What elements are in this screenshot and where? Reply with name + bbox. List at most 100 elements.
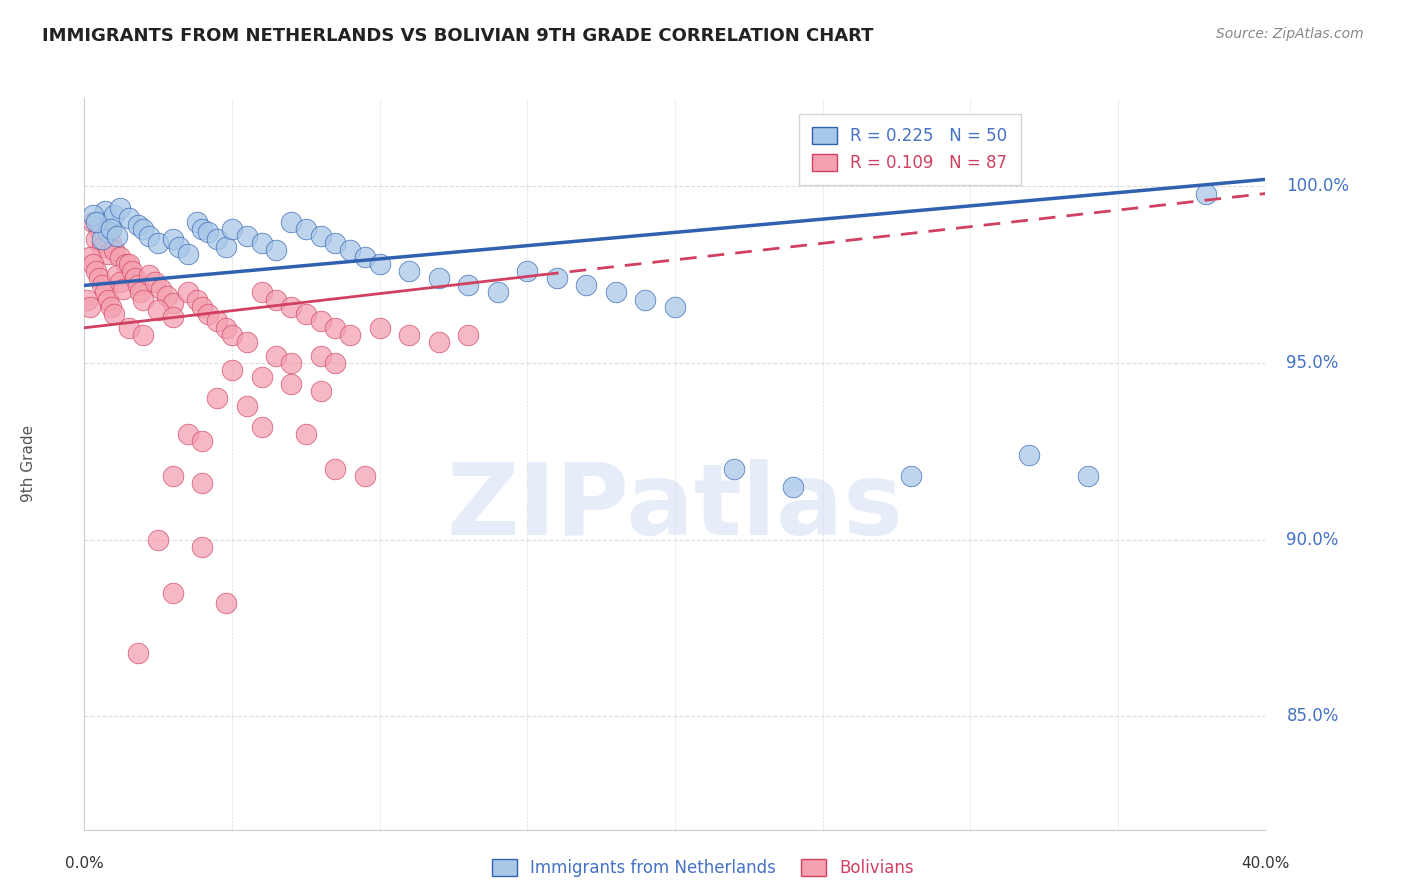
Point bbox=[79, 300, 101, 314]
Point bbox=[235, 334, 259, 349]
Point bbox=[250, 235, 273, 250]
Point bbox=[84, 264, 107, 278]
Point bbox=[354, 250, 377, 264]
Point bbox=[127, 219, 149, 233]
Point bbox=[368, 257, 391, 271]
Point bbox=[177, 246, 200, 260]
Point bbox=[191, 222, 214, 236]
Legend: Immigrants from Netherlands, Bolivians: Immigrants from Netherlands, Bolivians bbox=[485, 852, 921, 884]
Text: 40.0%: 40.0% bbox=[1241, 856, 1289, 871]
Point bbox=[280, 215, 302, 229]
Point bbox=[148, 235, 170, 250]
Point bbox=[105, 268, 128, 282]
Point bbox=[108, 250, 131, 264]
Text: IMMIGRANTS FROM NETHERLANDS VS BOLIVIAN 9TH GRADE CORRELATION CHART: IMMIGRANTS FROM NETHERLANDS VS BOLIVIAN … bbox=[42, 27, 873, 45]
Text: 100.0%: 100.0% bbox=[1286, 178, 1350, 195]
Point bbox=[129, 285, 152, 300]
Point bbox=[295, 426, 318, 441]
Point bbox=[177, 285, 200, 300]
Point bbox=[264, 349, 288, 363]
Point bbox=[167, 239, 190, 253]
Point bbox=[82, 257, 104, 271]
Point bbox=[235, 228, 259, 243]
Point bbox=[76, 293, 98, 307]
Point bbox=[215, 320, 238, 334]
Point bbox=[191, 300, 214, 314]
Point bbox=[156, 289, 179, 303]
Point bbox=[323, 320, 347, 334]
Point bbox=[205, 314, 228, 328]
Point bbox=[97, 226, 120, 240]
Point bbox=[91, 232, 114, 246]
Point bbox=[138, 228, 160, 243]
Point bbox=[309, 349, 332, 363]
Point bbox=[82, 208, 104, 222]
Point bbox=[250, 419, 273, 434]
Point bbox=[191, 476, 214, 491]
Point bbox=[132, 293, 155, 307]
Point bbox=[97, 293, 120, 307]
Point bbox=[111, 282, 134, 296]
Point bbox=[87, 271, 111, 285]
Point bbox=[354, 469, 377, 483]
Point bbox=[664, 300, 686, 314]
Point bbox=[221, 327, 243, 342]
Point bbox=[368, 320, 391, 334]
Point bbox=[114, 257, 136, 271]
Point bbox=[205, 392, 228, 406]
Point bbox=[132, 327, 155, 342]
Point bbox=[103, 208, 125, 222]
Point bbox=[197, 307, 219, 321]
Point bbox=[191, 540, 214, 554]
Point bbox=[235, 399, 259, 413]
Point bbox=[605, 285, 627, 300]
Point bbox=[339, 327, 361, 342]
Point bbox=[84, 232, 107, 246]
Text: 90.0%: 90.0% bbox=[1286, 531, 1339, 549]
Point bbox=[162, 296, 184, 310]
Point bbox=[79, 250, 101, 264]
Text: Source: ZipAtlas.com: Source: ZipAtlas.com bbox=[1216, 27, 1364, 41]
Point bbox=[118, 211, 141, 226]
Point bbox=[221, 363, 243, 377]
Point bbox=[82, 215, 104, 229]
Point bbox=[103, 243, 125, 257]
Point bbox=[177, 426, 200, 441]
Point bbox=[118, 320, 141, 334]
Point bbox=[575, 278, 598, 293]
Point bbox=[900, 469, 922, 483]
Point bbox=[132, 222, 155, 236]
Point bbox=[162, 469, 184, 483]
Point bbox=[121, 264, 143, 278]
Point bbox=[138, 268, 160, 282]
Point bbox=[457, 327, 479, 342]
Point bbox=[309, 228, 332, 243]
Point bbox=[398, 264, 420, 278]
Point bbox=[486, 285, 509, 300]
Point bbox=[1195, 186, 1218, 201]
Point bbox=[162, 232, 184, 246]
Point bbox=[127, 646, 149, 660]
Point bbox=[323, 356, 347, 370]
Point bbox=[280, 377, 302, 392]
Point bbox=[634, 293, 657, 307]
Point bbox=[191, 434, 214, 448]
Point bbox=[205, 232, 228, 246]
Point bbox=[100, 222, 122, 236]
Point bbox=[87, 222, 111, 236]
Point bbox=[143, 275, 166, 289]
Point bbox=[280, 300, 302, 314]
Point bbox=[546, 271, 568, 285]
Point bbox=[94, 285, 117, 300]
Point bbox=[91, 239, 114, 253]
Point bbox=[782, 480, 804, 494]
Point bbox=[97, 246, 120, 260]
Point bbox=[215, 596, 238, 610]
Point bbox=[250, 370, 273, 384]
Point bbox=[91, 278, 114, 293]
Point bbox=[309, 384, 332, 399]
Point bbox=[427, 271, 450, 285]
Point bbox=[162, 310, 184, 325]
Point bbox=[295, 222, 318, 236]
Point bbox=[723, 462, 745, 476]
